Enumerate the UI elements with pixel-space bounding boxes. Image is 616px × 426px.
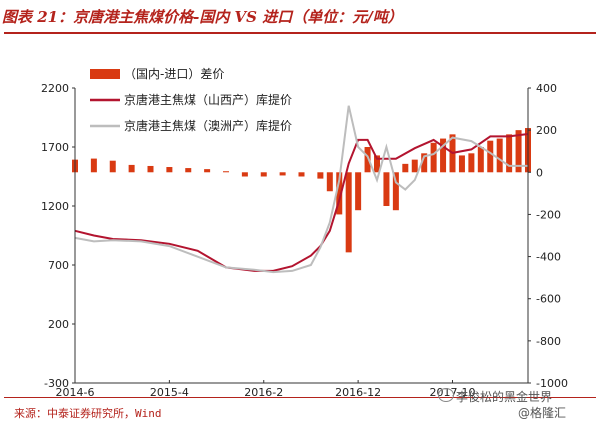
bar [298, 172, 305, 177]
bar [317, 172, 324, 179]
legend-label: （国内-进口）差价 [124, 67, 224, 81]
bar [185, 168, 192, 173]
bar [147, 165, 154, 173]
watermark-line2: @格隆汇 [518, 406, 567, 420]
bar [260, 172, 267, 177]
bar [515, 130, 522, 173]
bar [506, 134, 513, 173]
legend-swatch-bar [90, 69, 120, 79]
left-tick-label: 2200 [41, 82, 69, 95]
x-tick-label: 2014-6 [56, 386, 95, 399]
footer-rule [4, 397, 596, 398]
bar [279, 172, 286, 176]
chart-title: 图表 21：京唐港主焦煤价格-国内 VS 进口（单位：元/吨） [2, 8, 403, 26]
right-tick-label: -200 [536, 208, 561, 221]
bar [421, 153, 428, 173]
bar [487, 140, 494, 173]
bar [326, 172, 333, 192]
bar [468, 153, 475, 173]
bar-series [72, 128, 531, 253]
right-tick-label: -400 [536, 251, 561, 264]
bar [166, 167, 173, 173]
bar [440, 138, 447, 173]
left-tick-label: -300 [44, 377, 69, 390]
wechat-icon [438, 388, 454, 402]
title-rule [4, 32, 596, 34]
x-tick-label: 2016-12 [335, 386, 381, 399]
left-tick-label: 1700 [41, 141, 69, 154]
bar [374, 155, 380, 173]
x-tick-label: 2016-2 [244, 386, 283, 399]
axes: 2200 1700 1200 700 200 -300 400 200 0 -200 -400 -60… [41, 82, 568, 399]
left-tick-label: 200 [48, 318, 69, 331]
right-tick-label: -800 [536, 335, 561, 348]
bar [411, 159, 418, 173]
bar [402, 163, 409, 173]
bar [223, 171, 229, 173]
bar [241, 172, 248, 177]
australia-price-line [74, 105, 528, 274]
bar [392, 172, 399, 211]
bar [90, 158, 97, 173]
bar [430, 142, 437, 173]
right-tick-label: 0 [536, 166, 543, 179]
line-series [74, 105, 529, 274]
x-tick-label: 2015-4 [150, 386, 189, 399]
bar [355, 172, 362, 211]
source-note: 来源：中泰证券研究所，Wind [14, 407, 162, 420]
bar [109, 160, 116, 173]
shanxi-price-line [74, 133, 529, 272]
legend-label: 京唐港主焦煤（山西产）库提价 [124, 92, 292, 107]
bar [383, 172, 390, 206]
legend-label: 京唐港主焦煤（澳洲产）库提价 [124, 118, 292, 133]
bar [336, 172, 343, 215]
watermark: 李俊松的黑金世界 @格隆汇 [438, 386, 608, 422]
right-tick-label: -1000 [536, 377, 568, 390]
left-tick-label: 1200 [41, 200, 69, 213]
bar [496, 138, 503, 173]
watermark-line1: 李俊松的黑金世界 [456, 390, 553, 404]
right-tick-label: 200 [536, 124, 557, 137]
bar [458, 155, 465, 173]
right-tick-label: -600 [536, 293, 561, 306]
right-tick-label: 400 [536, 82, 557, 95]
bar [477, 147, 484, 173]
bar [345, 172, 352, 253]
bar [128, 164, 135, 173]
bar [364, 147, 371, 173]
left-tick-label: 700 [48, 259, 69, 272]
bar [204, 169, 211, 173]
